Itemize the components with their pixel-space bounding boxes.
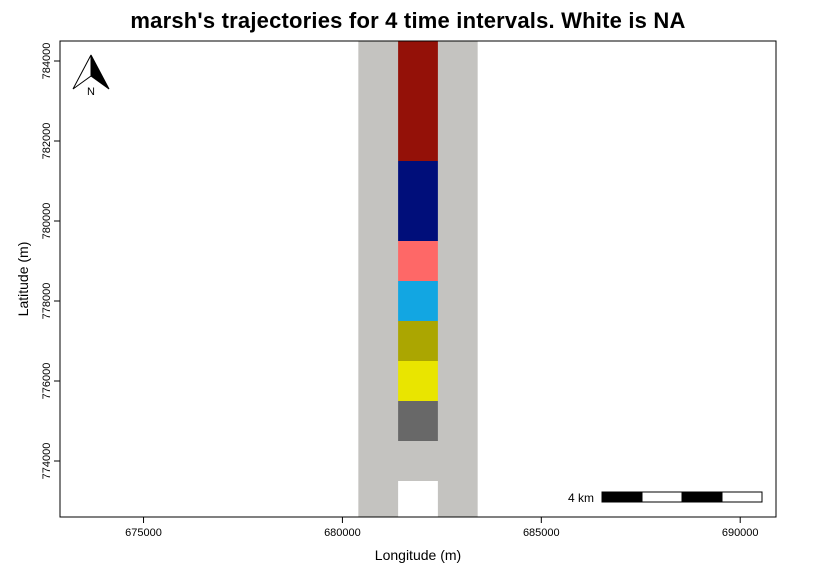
y-tick-label: 780000: [41, 203, 53, 240]
y-axis: 774000 776000 778000 780000 782000 784000: [41, 43, 60, 480]
x-axis-label: Longitude (m): [375, 547, 461, 563]
plot-frame: [59, 40, 777, 518]
raster-cell-3: [398, 241, 438, 281]
scale-bar-segment: [721, 491, 763, 503]
north-arrow-label: N: [87, 86, 95, 98]
north-arrow-icon: N: [72, 54, 110, 98]
y-axis-label: Latitude (m): [15, 242, 31, 317]
y-tick-label: 782000: [41, 123, 53, 160]
y-tick-label: 784000: [41, 43, 53, 80]
raster-cell-4: [398, 281, 438, 321]
raster-cell-8: [398, 481, 438, 517]
x-tick-label: 685000: [523, 527, 560, 539]
raster-layer: [358, 41, 478, 517]
scale-bar-segment: [601, 491, 643, 503]
y-tick-label: 776000: [41, 363, 53, 400]
y-tick-label: 774000: [41, 443, 53, 480]
scale-bar-segment: [641, 491, 683, 503]
raster-cell-2: [398, 161, 438, 241]
raster-cell-1: [398, 41, 438, 161]
scale-bar: 4 km: [568, 491, 763, 505]
scale-bar-label: 4 km: [568, 491, 594, 505]
y-tick-label: 778000: [41, 283, 53, 320]
raster-cell-5: [398, 321, 438, 361]
x-axis: 675000 680000 685000 690000: [125, 517, 759, 539]
x-tick-label: 680000: [324, 527, 361, 539]
raster-cell-7: [398, 401, 438, 441]
map-title: marsh's trajectories for 4 time interval…: [130, 8, 686, 33]
x-tick-label: 690000: [722, 527, 759, 539]
x-tick-label: 675000: [125, 527, 162, 539]
scale-bar-segment: [681, 491, 723, 503]
raster-cell-6: [398, 361, 438, 401]
